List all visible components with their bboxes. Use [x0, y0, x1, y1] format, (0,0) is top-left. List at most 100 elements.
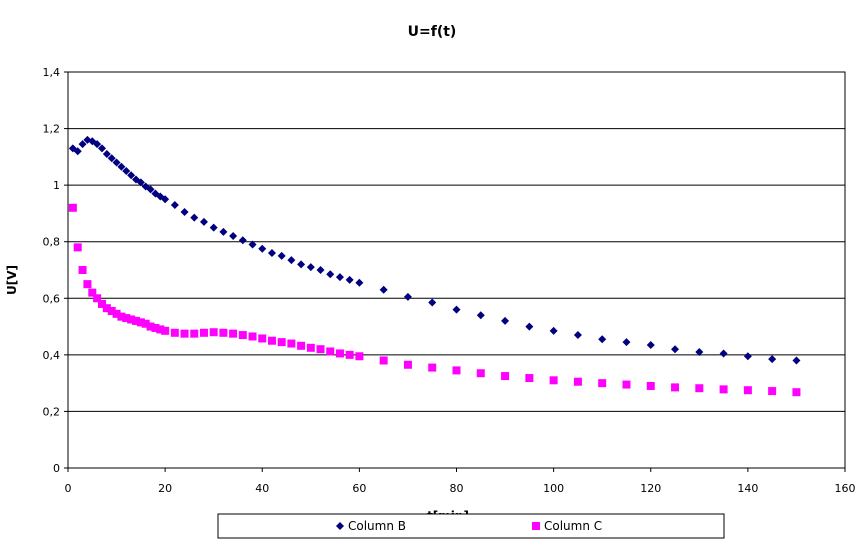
data-point — [112, 158, 121, 167]
data-point — [199, 328, 208, 337]
data-point — [335, 349, 344, 358]
data-point — [549, 326, 558, 335]
y-tick-label: 0,8 — [43, 236, 61, 249]
data-point — [219, 227, 228, 236]
data-point — [209, 328, 218, 337]
data-point — [161, 326, 170, 335]
data-point — [127, 171, 136, 180]
data-point — [316, 266, 325, 274]
axis-ticks: 0 0,2 0,4 0,6 0,8 1 1,2 1,4 0 20 40 60 80 100 120 140 16… — [43, 66, 856, 495]
data-point — [180, 329, 189, 338]
data-point — [355, 278, 364, 287]
chart-title: U=f(t) — [408, 24, 457, 40]
x-tick-label: 120 — [640, 482, 661, 495]
legend-entry-label: Column C — [544, 519, 602, 533]
data-point — [199, 217, 208, 226]
x-tick-label: 140 — [737, 482, 758, 495]
data-point — [297, 341, 306, 350]
data-point — [622, 380, 631, 389]
data-point — [258, 334, 267, 343]
data-point — [476, 369, 485, 378]
data-point — [277, 251, 286, 260]
data-point — [306, 263, 315, 272]
data-point — [326, 270, 335, 279]
x-tick-label: 20 — [158, 482, 172, 495]
data-point — [73, 243, 82, 252]
data-point — [335, 273, 344, 282]
data-point — [598, 379, 607, 388]
y-tick-label: 0 — [53, 462, 60, 475]
data-point — [646, 381, 655, 390]
series-column-b — [68, 135, 801, 365]
data-point — [646, 340, 655, 349]
data-point — [549, 376, 558, 385]
data-point — [671, 383, 680, 392]
y-tick-label: 1 — [53, 179, 60, 192]
data-point — [695, 384, 704, 393]
data-point — [573, 377, 582, 386]
data-point — [476, 311, 485, 320]
y-axis-label: U[V] — [5, 265, 19, 295]
data-point — [598, 335, 607, 344]
data-point — [355, 352, 364, 361]
data-point — [97, 144, 106, 153]
data-point — [258, 244, 267, 253]
data-point — [146, 185, 155, 194]
data-point — [107, 307, 116, 316]
legend-marker — [532, 522, 540, 530]
data-point — [297, 260, 306, 269]
data-point — [97, 299, 106, 308]
data-point — [248, 332, 257, 341]
data-point — [306, 343, 315, 352]
x-tick-label: 100 — [543, 482, 564, 495]
data-point — [525, 322, 534, 331]
data-point — [622, 338, 631, 347]
data-point — [792, 388, 801, 397]
data-point — [345, 275, 354, 284]
data-point — [501, 372, 510, 381]
data-point — [792, 356, 801, 365]
data-point — [525, 374, 534, 383]
data-point — [93, 294, 102, 303]
data-point — [719, 385, 728, 394]
data-point — [238, 236, 247, 245]
data-point — [277, 338, 286, 347]
plot-area-border — [67, 71, 846, 469]
data-point — [170, 328, 179, 337]
data-point — [229, 329, 238, 338]
data-point — [379, 285, 388, 294]
data-point — [452, 366, 461, 375]
legend-entry-label: Column B — [348, 519, 406, 533]
data-point — [768, 387, 777, 396]
data-point — [345, 350, 354, 359]
data-point — [316, 345, 325, 354]
data-point — [326, 347, 335, 356]
data-point — [267, 249, 276, 258]
legend: Column B Column C — [336, 519, 602, 533]
data-point — [102, 150, 111, 159]
data-point — [190, 213, 199, 222]
data-point — [122, 167, 131, 175]
data-point — [112, 309, 121, 318]
data-point — [229, 232, 238, 241]
data-point — [131, 316, 140, 325]
data-point — [122, 314, 131, 323]
data-point — [93, 140, 102, 149]
data-point — [695, 348, 704, 357]
data-point — [501, 316, 510, 325]
y-tick-label: 1,4 — [43, 66, 61, 79]
legend-box — [217, 513, 725, 539]
data-point — [88, 288, 97, 297]
data-point — [78, 266, 87, 274]
y-tick-label: 0,4 — [43, 349, 61, 362]
data-point — [743, 386, 752, 395]
data-point — [287, 256, 296, 265]
data-point — [68, 203, 77, 212]
data-point — [719, 349, 728, 358]
data-point — [403, 360, 412, 369]
x-tick-label: 60 — [352, 482, 366, 495]
data-point — [403, 292, 412, 301]
series-column-c — [68, 203, 801, 397]
data-point — [428, 363, 437, 372]
